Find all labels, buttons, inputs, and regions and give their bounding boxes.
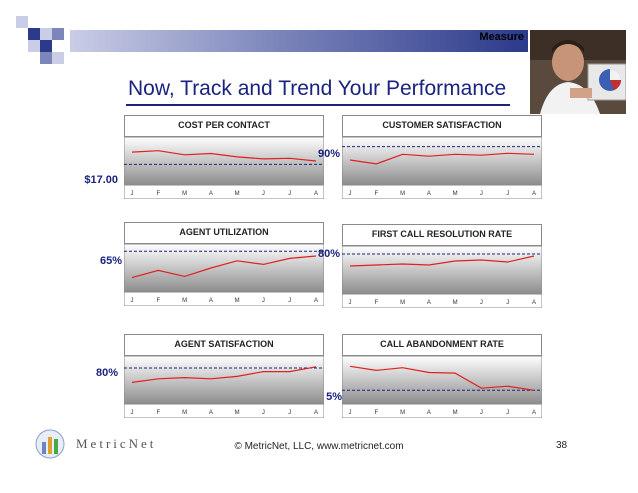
target-label: 80%	[95, 367, 118, 379]
series-line	[349, 365, 535, 391]
page-title: Now, Track and Trend Your Performance	[128, 77, 507, 100]
x-tick-label: A	[209, 298, 213, 304]
x-tick-label: J	[131, 298, 134, 304]
series-line	[131, 366, 317, 383]
x-tick-label: A	[427, 191, 431, 197]
header-gradient-bar	[70, 30, 528, 52]
axis-band	[342, 293, 542, 308]
x-tick-label: M	[235, 191, 240, 197]
x-tick-label: A	[209, 410, 213, 416]
x-tick-label: J	[288, 191, 291, 197]
x-tick-label: F	[374, 410, 378, 416]
chart-cost-per-contact: COST PER CONTACT J F M A M J J A	[124, 115, 324, 199]
plot-area	[342, 356, 542, 405]
x-tick-label: M	[400, 410, 405, 416]
x-tick-label: J	[288, 410, 291, 416]
x-tick-label: J	[480, 410, 483, 416]
x-tick-label: F	[156, 298, 160, 304]
section-label: Measure	[479, 31, 524, 43]
x-tick-label: J	[288, 298, 291, 304]
x-tick-label: F	[156, 191, 160, 197]
x-tick-label: M	[453, 191, 458, 197]
plot-area	[342, 137, 542, 186]
series-line	[131, 255, 317, 279]
x-tick-label: M	[182, 191, 187, 197]
plot-area	[124, 137, 324, 186]
chart-customer-satisfaction: CUSTOMER SATISFACTION J F M A M J J A	[342, 115, 542, 199]
x-tick-label: J	[480, 300, 483, 306]
x-tick-label: M	[453, 410, 458, 416]
x-tick-label: J	[349, 410, 352, 416]
x-tick-label: J	[131, 410, 134, 416]
x-tick-label: A	[314, 410, 318, 416]
x-tick-label: A	[314, 298, 318, 304]
target-label: 5%	[326, 391, 342, 403]
chart-first-call-resolution: FIRST CALL RESOLUTION RATE J F M A M J J A	[342, 224, 542, 308]
x-tick-label: A	[532, 191, 536, 197]
axis-band	[342, 184, 542, 199]
axis-band	[124, 184, 324, 199]
series-line	[131, 150, 317, 162]
axis-band	[124, 403, 324, 418]
metricnet-logo-icon	[35, 429, 65, 459]
plot-area	[124, 356, 324, 405]
x-tick-label: J	[262, 410, 265, 416]
title-underline	[126, 104, 510, 106]
x-tick-label: A	[209, 191, 213, 197]
x-tick-label: J	[506, 410, 509, 416]
x-tick-label: F	[374, 191, 378, 197]
x-tick-label: A	[427, 300, 431, 306]
series-line	[349, 152, 535, 165]
x-tick-label: F	[374, 300, 378, 306]
axis-band	[342, 403, 542, 418]
chart-title: CALL ABANDONMENT RATE	[380, 339, 504, 349]
x-tick-label: M	[182, 410, 187, 416]
x-tick-label: J	[506, 191, 509, 197]
chart-title: COST PER CONTACT	[178, 120, 270, 130]
x-tick-label: M	[182, 298, 187, 304]
series-line	[349, 255, 535, 267]
x-tick-label: M	[235, 298, 240, 304]
axis-band	[124, 291, 324, 306]
chart-title: AGENT SATISFACTION	[174, 339, 274, 349]
x-tick-label: J	[349, 300, 352, 306]
x-tick-label: A	[532, 410, 536, 416]
footer-copyright: © MetricNet, LLC, www.metricnet.com	[234, 441, 404, 452]
x-tick-label: A	[314, 191, 318, 197]
x-tick-label: J	[262, 191, 265, 197]
x-tick-label: J	[506, 300, 509, 306]
x-tick-label: F	[156, 410, 160, 416]
x-tick-label: M	[235, 410, 240, 416]
chart-title: CUSTOMER SATISFACTION	[382, 120, 502, 130]
target-label: 65%	[99, 255, 122, 267]
x-tick-label: M	[453, 300, 458, 306]
target-label: $17.00	[84, 174, 118, 186]
chart-agent-utilization: AGENT UTILIZATION J F M A M J J A	[124, 222, 324, 306]
brand-name: MetricNet	[76, 436, 157, 451]
target-label: 80%	[317, 248, 340, 260]
chart-title: FIRST CALL RESOLUTION RATE	[371, 229, 513, 239]
chart-title: AGENT UTILIZATION	[179, 227, 269, 237]
x-tick-label: A	[427, 410, 431, 416]
x-tick-label: J	[349, 191, 352, 197]
target-label: 90%	[317, 148, 340, 160]
x-tick-label: A	[532, 300, 536, 306]
x-tick-label: J	[262, 298, 265, 304]
chart-agent-satisfaction: AGENT SATISFACTION J F M A M J J A	[124, 334, 324, 418]
photo-businessman-image	[530, 30, 626, 114]
x-tick-label: J	[131, 191, 134, 197]
x-tick-label: J	[480, 191, 483, 197]
page-number: 38	[556, 440, 568, 451]
x-tick-label: M	[400, 191, 405, 197]
chart-call-abandonment: CALL ABANDONMENT RATE J F M A M J J A	[342, 334, 542, 418]
plot-area	[342, 246, 542, 295]
x-tick-label: M	[400, 300, 405, 306]
checker-logo-icon	[16, 16, 64, 64]
